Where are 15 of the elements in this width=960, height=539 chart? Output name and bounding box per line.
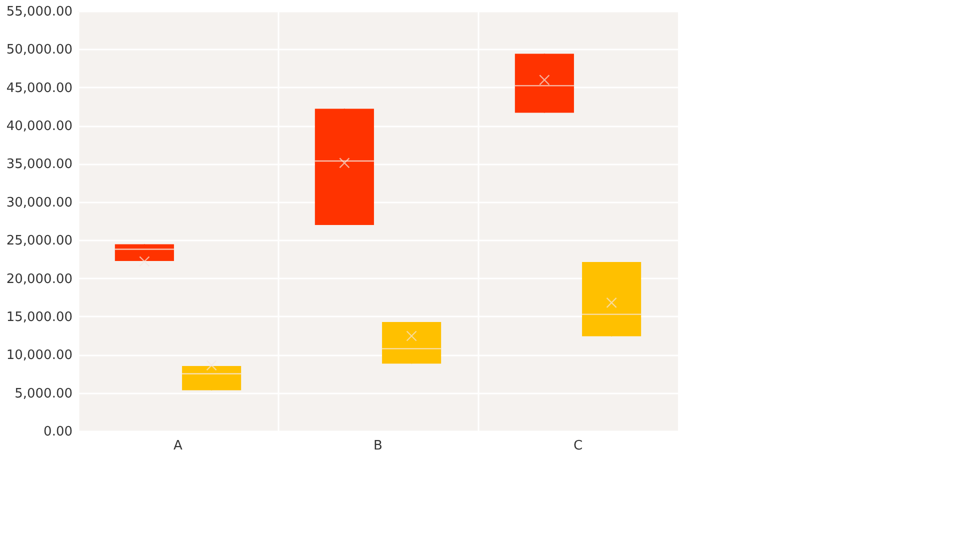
y-tick-label: 55,000.00 bbox=[6, 4, 72, 20]
x-tick-label: C bbox=[573, 438, 583, 454]
y-tick-label: 40,000.00 bbox=[6, 119, 72, 134]
y-tick-label: 5,000.00 bbox=[14, 386, 72, 402]
y-tick-label: 0.00 bbox=[44, 424, 72, 440]
y-tick-label: 15,000.00 bbox=[6, 310, 72, 325]
y-tick-label: 30,000.00 bbox=[6, 195, 72, 210]
y-tick-label: 35,000.00 bbox=[6, 157, 72, 172]
y-tick-label: 25,000.00 bbox=[6, 234, 72, 249]
y-tick-label: 45,000.00 bbox=[6, 80, 72, 96]
y-tick-label: 10,000.00 bbox=[6, 348, 72, 364]
x-tick-label: B bbox=[374, 438, 382, 454]
x-tick-label: A bbox=[174, 438, 183, 454]
y-tick-label: 20,000.00 bbox=[6, 272, 72, 287]
y-tick-label: 50,000.00 bbox=[6, 42, 72, 58]
